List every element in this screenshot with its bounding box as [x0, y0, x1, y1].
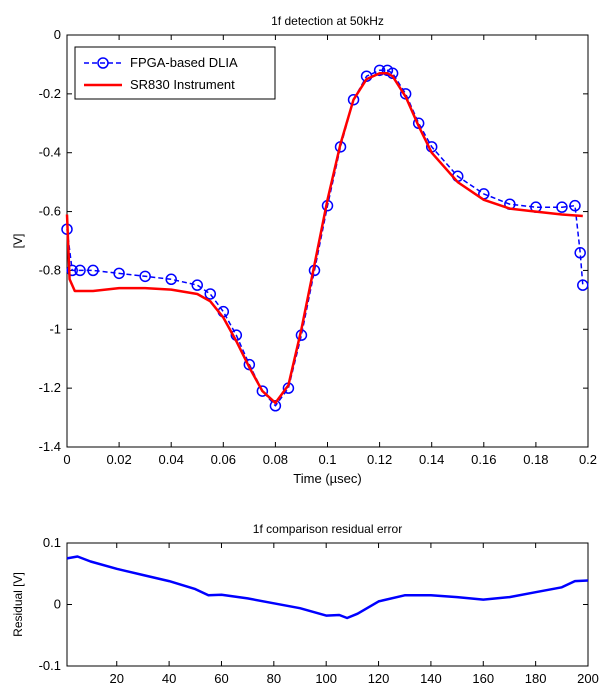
series-marker [373, 64, 386, 77]
x-tick-label: 40 [162, 671, 176, 686]
legend-label-1: SR830 Instrument [130, 77, 235, 92]
series-marker [87, 264, 99, 277]
legend-marker [97, 57, 109, 69]
x-tick-label: 0.18 [523, 452, 548, 467]
x-tick-label: 160 [472, 671, 494, 686]
x-tick-label: 0.1 [318, 452, 336, 467]
x-tick-label: 80 [267, 671, 281, 686]
series-marker [569, 199, 581, 212]
series-marker [256, 385, 269, 397]
y-tick-label: -0.1 [39, 658, 61, 673]
x-tick-label: 0.12 [367, 452, 392, 467]
x-tick-label: 0.04 [159, 452, 184, 467]
series-marker [74, 264, 86, 277]
y-tick-label: -1 [49, 321, 61, 336]
legend-label-0: FPGA-based DLIA [130, 55, 238, 70]
x-tick-label: 120 [368, 671, 390, 686]
series-marker [139, 270, 151, 283]
x-tick-label: 140 [420, 671, 442, 686]
x-tick-label: 100 [315, 671, 337, 686]
plot-title: 1f detection at 50kHz [271, 14, 384, 28]
series-marker [191, 279, 203, 291]
x-tick-label: 0.16 [471, 452, 496, 467]
series-marker [165, 273, 177, 286]
x-tick-label: 20 [110, 671, 124, 686]
x-axis-label: Time (µsec) [293, 471, 361, 486]
series-marker [113, 267, 125, 280]
series-marker [556, 201, 568, 213]
y-tick-label: -0.4 [39, 145, 61, 160]
series-marker [577, 279, 589, 291]
y-axis-label: Residual [V] [11, 572, 25, 637]
plot-title: 1f comparison residual error [253, 522, 402, 536]
x-tick-label: 0.08 [263, 452, 288, 467]
plot-axes-box [66, 542, 589, 667]
residual-plot: 1f comparison residual error Residual [V]… [11, 522, 599, 686]
x-tick-label: 60 [214, 671, 228, 686]
y-tick-label: -0.8 [39, 262, 61, 277]
x-tick-label: 0.2 [579, 452, 597, 467]
y-tick-label: -1.4 [39, 439, 61, 454]
y-tick-label: -0.6 [39, 204, 61, 219]
x-tick-label: 0.02 [106, 452, 131, 467]
x-tick-label: 0.06 [211, 452, 236, 467]
legend-box [74, 46, 276, 100]
series-marker [574, 247, 586, 259]
series-line-0 [66, 555, 589, 620]
series-marker [347, 93, 360, 106]
x-tick-label: 200 [577, 671, 599, 686]
y-axis-label: [V] [11, 234, 25, 249]
legend: FPGA-based DLIA SR830 Instrument [74, 46, 276, 100]
y-tick-label: 0 [54, 597, 61, 612]
y-tick-label: -1.2 [39, 380, 61, 395]
series-line-1 [65, 72, 583, 405]
x-tick-label: 180 [525, 671, 547, 686]
x-tick-label: 0.14 [419, 452, 444, 467]
series-marker [66, 264, 78, 277]
y-tick-label: 0 [54, 27, 61, 42]
y-tick-label: 0.1 [43, 535, 61, 550]
series-marker [204, 288, 217, 300]
y-tick-label: -0.2 [39, 86, 61, 101]
x-tick-label: 0 [63, 452, 70, 467]
main-plot: 1f detection at 50kHz [V] Time (µsec) 0 0.02… [11, 14, 597, 486]
plot-axes-box [66, 34, 589, 448]
